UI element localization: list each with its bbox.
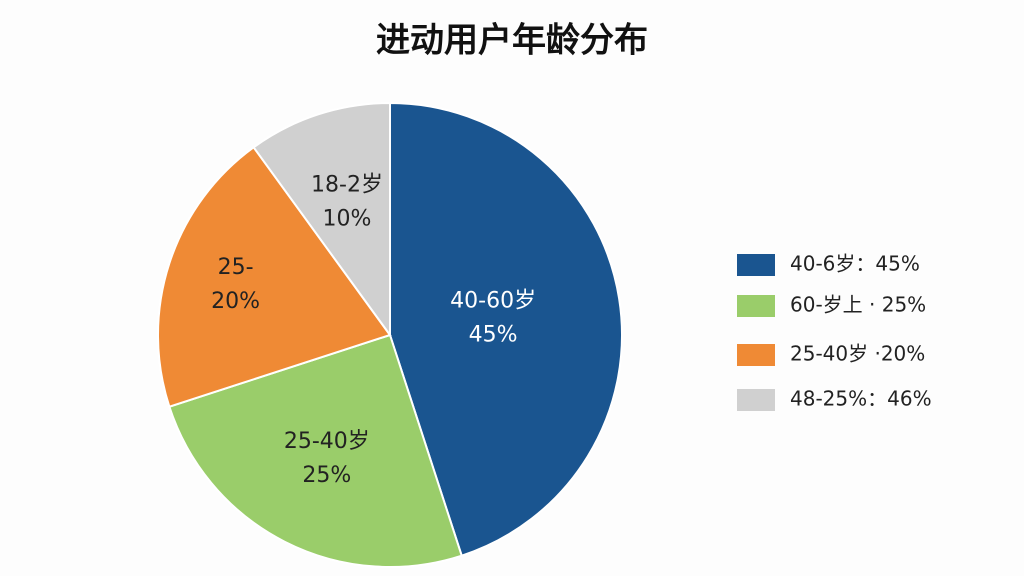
legend-label: 25-40岁 ·20% [790, 342, 925, 366]
pie-slice [157, 145, 392, 408]
legend-swatch [737, 254, 775, 276]
legend-label: 60-岁上 · 25% [790, 293, 926, 317]
slice-label: 25- [218, 255, 254, 280]
legend-swatch [737, 389, 775, 411]
pie-slice [252, 101, 391, 339]
legend-label: 48-25%：46% [790, 387, 932, 411]
legend-swatch [737, 344, 775, 366]
slice-label: 18-2岁 [311, 173, 383, 198]
pie-slice [168, 333, 463, 568]
slice-label: 25-40岁 [284, 429, 370, 454]
chart-title: 进动用户年龄分布 [376, 21, 648, 61]
slice-label: 40-60岁 [450, 289, 536, 314]
legend-label: 40-6岁：45% [790, 252, 920, 276]
slice-value-label: 10% [323, 207, 372, 232]
legend-swatch [737, 295, 775, 317]
pie-slice [389, 101, 623, 557]
slice-value-label: 45% [469, 323, 518, 348]
slice-value-label: 20% [211, 289, 260, 314]
slice-value-label: 25% [302, 463, 351, 488]
